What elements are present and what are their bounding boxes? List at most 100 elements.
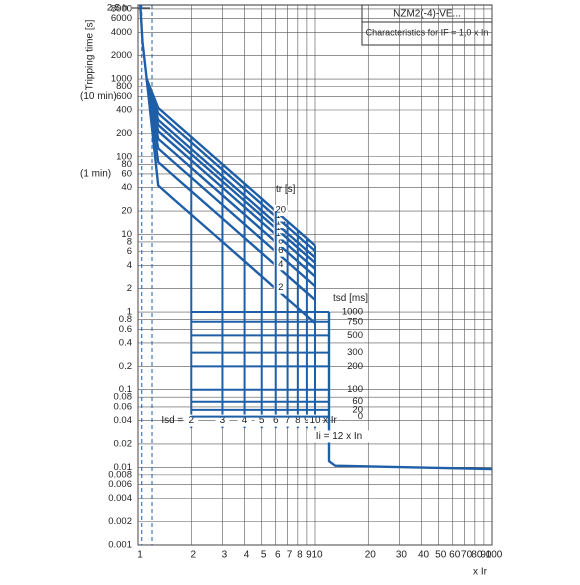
y-tick-label: 0.004	[108, 493, 132, 504]
tr-label: 20	[275, 205, 286, 216]
x-tick-label: 40	[418, 550, 430, 561]
y-tick-label: 20	[121, 206, 132, 217]
instantaneous-curve	[327, 312, 493, 471]
y-tick-label: 8	[127, 236, 132, 247]
y-tick-label: 2.5 h	[107, 3, 128, 14]
isd-label: 4	[242, 415, 248, 426]
x-tick-label: 60	[449, 550, 461, 561]
x-tick-label: 8	[297, 550, 303, 561]
isd-label: 5	[259, 415, 265, 426]
isd-label: 6	[273, 415, 279, 426]
y-tick-label: 0.006	[108, 479, 132, 490]
tr-title: tr [s]	[276, 184, 296, 195]
y-tick-label: 600	[116, 91, 132, 102]
x-tick-label: 80	[471, 550, 483, 561]
y-tick-label: 4000	[111, 27, 132, 38]
x-tick-label: 70	[461, 550, 473, 561]
tsd-label: 300	[347, 347, 363, 358]
x-tick-label: 90	[480, 550, 492, 561]
ii-label: Ii = 12 x In	[316, 431, 362, 442]
legend-box	[361, 4, 493, 46]
tsd-label: 20	[352, 404, 363, 415]
y-tick-label: 0.6	[119, 324, 132, 335]
isd-label: 7	[285, 415, 291, 426]
x-tick-label: 20	[365, 550, 377, 561]
tr-curve	[145, 78, 316, 247]
y-tick-label: 200	[116, 128, 132, 139]
y-tick-label: 40	[121, 182, 132, 193]
y-tick-label: 4	[127, 260, 132, 271]
x-axis-label: x Ir	[473, 567, 488, 578]
y-tick-label: 1000	[111, 74, 132, 85]
x-tick-label: 100	[486, 550, 503, 561]
tr-label-bg	[273, 235, 288, 247]
y-tick-label: 0.001	[108, 540, 132, 551]
y-tick-label: 6000	[111, 13, 132, 24]
y-tick-label: 1	[127, 307, 132, 318]
y-tick-label: 400	[116, 105, 132, 116]
pickup-curve	[139, 4, 148, 80]
tr-label-bg	[273, 245, 288, 257]
tsd-label: 200	[347, 361, 363, 372]
tr-label-bg	[273, 217, 288, 229]
tr-label-bg	[273, 259, 288, 271]
y-tick-label: 0.06	[114, 401, 133, 412]
y-tick-label: 10	[121, 229, 132, 240]
x-tick-label: 5	[261, 550, 267, 561]
tsd-label: 1000	[342, 307, 363, 318]
isd-label: 10	[309, 415, 321, 426]
y-tick-label: 0.08	[114, 392, 133, 403]
y-tick-label: 2000	[111, 50, 132, 61]
tsd-title: tsd [ms]	[333, 293, 368, 304]
x-tick-label: 30	[396, 550, 408, 561]
y-tick-label: 0.1	[119, 384, 132, 395]
y-annotation: (1 min)	[80, 169, 111, 180]
y-axis-label: Tripping time [s]	[85, 19, 96, 90]
tr-label: 8	[278, 235, 283, 246]
x-tick-label: 4	[244, 550, 250, 561]
x-tick-label: 10	[311, 550, 323, 561]
x-tick-label: 7	[287, 550, 293, 561]
isd-label: 3	[220, 415, 226, 426]
tr-label: 4	[278, 259, 283, 270]
tsd-label: 0	[358, 411, 363, 422]
y-annotation: (10 min)	[80, 91, 117, 102]
ii-label-bg	[307, 430, 372, 443]
tr-label-bg	[273, 205, 288, 217]
y-tick-label: 60	[121, 168, 132, 179]
tsd-label: 750	[347, 316, 363, 327]
isd-label: 8	[295, 415, 301, 426]
tsd-label: 100	[347, 384, 363, 395]
y-tick-label: 800	[116, 81, 132, 92]
isd-label: 2	[189, 415, 195, 426]
y-tick-label: 0.008	[108, 469, 132, 480]
legend-title: NZM2(-4)-VE...	[393, 9, 461, 20]
y-tick-label: 8000	[111, 3, 132, 14]
y-tick-label: 0.02	[114, 438, 133, 449]
x-tick-label: 6	[275, 550, 281, 561]
y-tick-label: 100	[116, 151, 132, 162]
tr-label: 2	[278, 282, 283, 293]
y-tick-label: 0.2	[119, 361, 132, 372]
x-tick-label: 50	[435, 550, 447, 561]
isd-unit: x Ir	[323, 415, 338, 426]
y-tick-label: 0.8	[119, 314, 132, 325]
y-tick-label: 2	[127, 283, 132, 294]
y-tick-label: 0.01	[114, 462, 133, 473]
tr-label: 6	[278, 245, 283, 256]
tr-label-bg	[273, 282, 288, 294]
y-tick-label: 0.04	[114, 415, 133, 426]
isd-title: Isd =	[161, 415, 183, 426]
y-tick-label: 0.002	[108, 516, 132, 527]
x-tick-label: 2	[191, 550, 197, 561]
x-tick-label: 1	[137, 550, 143, 561]
tsd-label: 500	[347, 330, 363, 341]
y-tick-label: 6	[127, 246, 132, 257]
isd-label: 9	[304, 415, 310, 426]
tsd-label: 60	[352, 396, 363, 407]
x-tick-label: 9	[306, 550, 312, 561]
y-tick-label: 0.4	[119, 337, 132, 348]
x-tick-label: 3	[222, 550, 228, 561]
y-tick-label: 80	[121, 159, 132, 170]
